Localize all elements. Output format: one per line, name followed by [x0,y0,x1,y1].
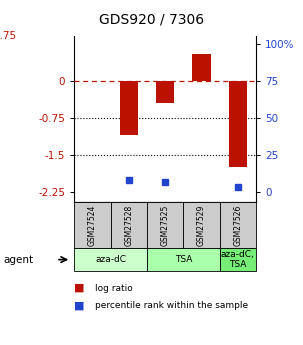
Text: aza-dC: aza-dC [95,255,126,264]
Text: GSM27525: GSM27525 [161,205,170,246]
Bar [156,81,174,103]
Bar [192,53,211,81]
Text: agent: agent [3,255,33,265]
Text: GSM27526: GSM27526 [233,205,242,246]
Text: log ratio: log ratio [95,284,133,293]
Text: ■: ■ [74,283,85,293]
Text: aza-dC,
TSA: aza-dC, TSA [221,250,255,269]
Text: TSA: TSA [175,255,192,264]
Text: GSM27524: GSM27524 [88,205,97,246]
Text: 0.75: 0.75 [0,31,16,41]
Bar [120,81,138,135]
Text: GSM27529: GSM27529 [197,205,206,246]
Text: GSM27528: GSM27528 [124,205,133,246]
Text: percentile rank within the sample: percentile rank within the sample [95,301,248,310]
Text: ■: ■ [74,300,85,310]
Text: GDS920 / 7306: GDS920 / 7306 [99,12,204,26]
Bar [229,81,247,167]
